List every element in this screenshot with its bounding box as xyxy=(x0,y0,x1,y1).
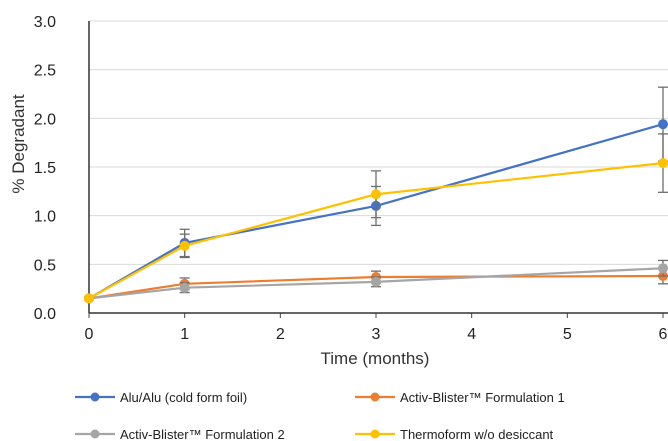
data-point xyxy=(179,240,190,251)
series-line xyxy=(88,123,664,300)
y-tick-label: 2.5 xyxy=(34,63,56,80)
data-point xyxy=(371,276,381,287)
series-line xyxy=(88,267,664,300)
legend-item: Activ-Blister™ Formulation 2 xyxy=(75,427,285,441)
data-point xyxy=(658,263,668,274)
x-tick-label: 0 xyxy=(85,326,94,343)
y-tick-label: 0.5 xyxy=(34,257,56,274)
series-line xyxy=(88,162,664,300)
x-tick-label: 3 xyxy=(372,326,381,343)
x-axis-title: Time (months) xyxy=(321,349,430,368)
series-4 xyxy=(84,133,668,304)
data-point xyxy=(179,282,190,293)
legend-marker xyxy=(370,392,380,402)
data-point xyxy=(371,189,381,200)
x-tick-label: 4 xyxy=(467,326,476,343)
legend: Alu/Alu (cold form foil) Activ-Blister™ F… xyxy=(75,390,565,441)
series-group xyxy=(84,86,668,304)
y-tick-label: 1.0 xyxy=(34,209,56,226)
legend-item: Thermoform w/o desiccant xyxy=(355,427,554,441)
legend-label: Activ-Blister™ Formulation 1 xyxy=(400,390,565,405)
x-tick-label: 6 xyxy=(659,326,668,343)
legend-marker xyxy=(90,429,100,439)
y-tick-label: 1.5 xyxy=(34,160,56,177)
data-point xyxy=(658,119,668,130)
gridlines xyxy=(89,20,668,265)
data-point xyxy=(658,158,668,169)
y-axis-title: % Degradant xyxy=(9,94,28,194)
x-tick-label: 2 xyxy=(276,326,285,343)
y-tick-label: 3.0 xyxy=(34,14,56,31)
legend-label: Alu/Alu (cold form foil) xyxy=(120,390,247,405)
y-tick-label: 2.0 xyxy=(34,111,56,128)
legend-label: Activ-Blister™ Formulation 2 xyxy=(120,427,285,441)
data-point xyxy=(84,293,94,304)
series-3 xyxy=(84,259,668,304)
series-line xyxy=(88,274,664,300)
legend-item: Alu/Alu (cold form foil) xyxy=(75,390,247,405)
legend-item: Activ-Blister™ Formulation 1 xyxy=(355,390,565,405)
legend-marker xyxy=(370,429,380,439)
axes xyxy=(88,21,668,318)
x-tick-label: 5 xyxy=(563,326,572,343)
y-tick-label: 0.0 xyxy=(34,306,56,323)
x-tick-label: 1 xyxy=(180,326,189,343)
legend-label: Thermoform w/o desiccant xyxy=(400,427,554,441)
legend-marker xyxy=(90,392,100,402)
tick-labels: 0.0 0.5 1.0 1.5 2.0 2.5 3.0 0 1 2 3 4 5 6 xyxy=(34,14,668,343)
